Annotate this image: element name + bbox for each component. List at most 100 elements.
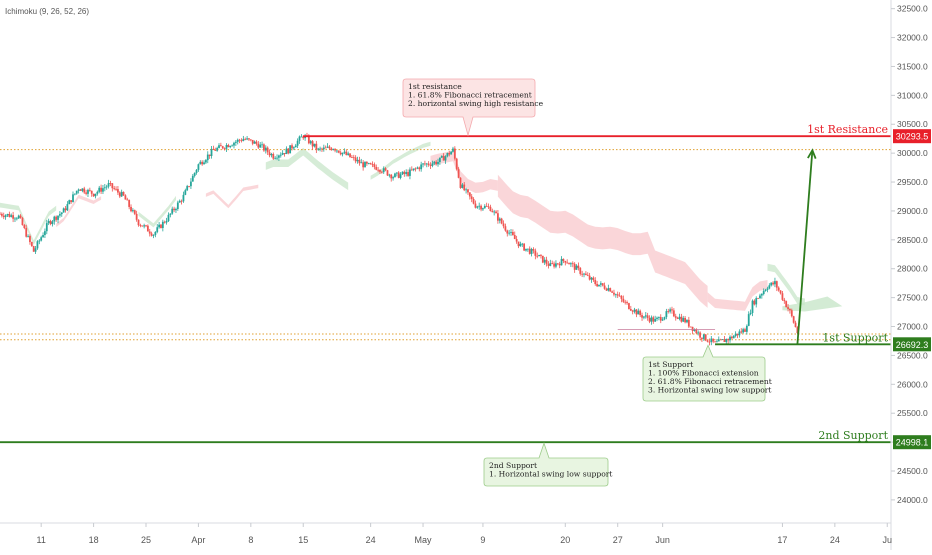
candle — [768, 283, 771, 290]
candle — [624, 299, 627, 305]
candle — [367, 162, 370, 165]
candle — [476, 205, 479, 209]
candle — [212, 145, 215, 150]
candle — [601, 283, 604, 287]
candle — [566, 259, 569, 264]
candle — [143, 223, 146, 229]
candle — [508, 229, 511, 236]
candle — [107, 179, 110, 189]
candle — [663, 316, 666, 321]
candle — [259, 141, 262, 148]
candle — [581, 270, 584, 278]
candle — [115, 186, 117, 191]
candle — [279, 152, 282, 158]
candle — [461, 182, 464, 189]
svg-text:26692.3: 26692.3 — [896, 340, 929, 350]
candle — [264, 145, 267, 154]
candle — [420, 161, 423, 172]
candle — [319, 146, 321, 152]
candle — [747, 311, 750, 327]
candle — [657, 316, 660, 321]
candle — [345, 149, 348, 156]
candle — [34, 245, 37, 254]
candle — [659, 314, 662, 324]
candle — [167, 212, 170, 223]
candle — [498, 217, 501, 224]
candle — [467, 189, 469, 195]
callout-box — [402, 78, 536, 137]
candle — [452, 146, 454, 153]
candle — [294, 143, 297, 148]
candle — [195, 169, 198, 175]
candle — [337, 150, 340, 154]
candle — [336, 150, 338, 153]
candle — [17, 214, 20, 219]
candle — [274, 156, 277, 160]
candle — [137, 219, 140, 227]
candle — [468, 192, 471, 200]
candle — [785, 300, 788, 308]
y-tick-label: 25500.0 — [897, 408, 928, 418]
candle — [188, 185, 190, 188]
cloud-segment-8 — [707, 280, 768, 311]
candle — [210, 145, 213, 159]
candle — [405, 169, 408, 177]
candle — [165, 217, 168, 225]
candle — [163, 220, 166, 224]
callout-box — [642, 344, 766, 402]
candle — [701, 337, 703, 342]
candle — [397, 171, 400, 179]
level-label-0: 1st Resistance — [807, 123, 888, 136]
candle — [714, 340, 716, 343]
candle — [665, 308, 668, 320]
candle — [261, 141, 263, 148]
y-tick-label: 26000.0 — [897, 379, 928, 389]
candle — [242, 135, 245, 142]
candle — [440, 155, 443, 159]
candle — [435, 160, 438, 166]
candle — [489, 204, 492, 212]
candle — [549, 259, 552, 267]
candle — [146, 224, 149, 232]
candle — [251, 139, 254, 146]
candle — [708, 338, 711, 346]
candle — [399, 172, 402, 180]
candle — [465, 187, 467, 194]
candle — [90, 190, 93, 197]
candle — [225, 143, 228, 153]
candle — [545, 256, 548, 267]
candle — [603, 282, 606, 290]
candle — [19, 214, 22, 219]
candle — [70, 200, 73, 204]
candle — [156, 223, 159, 234]
callout-box — [483, 441, 609, 487]
x-tick-label: 11 — [37, 535, 46, 545]
candle — [526, 248, 529, 252]
candle — [710, 335, 713, 346]
candle — [510, 229, 512, 236]
candle — [599, 281, 602, 288]
candle — [678, 313, 681, 321]
candle — [94, 193, 97, 199]
candle — [152, 234, 155, 239]
candle — [201, 160, 204, 166]
candle — [480, 204, 482, 212]
candle — [75, 190, 78, 195]
candle — [103, 184, 106, 192]
x-tick-label: 8 — [248, 535, 253, 545]
candle — [270, 152, 273, 158]
candle — [766, 286, 769, 293]
candle — [268, 149, 271, 158]
candle — [23, 223, 26, 230]
y-tick-label: 30500.0 — [897, 119, 928, 129]
candle — [102, 185, 104, 195]
candle — [650, 315, 653, 325]
candle — [238, 138, 241, 144]
candle — [278, 154, 280, 162]
candle — [139, 223, 142, 228]
